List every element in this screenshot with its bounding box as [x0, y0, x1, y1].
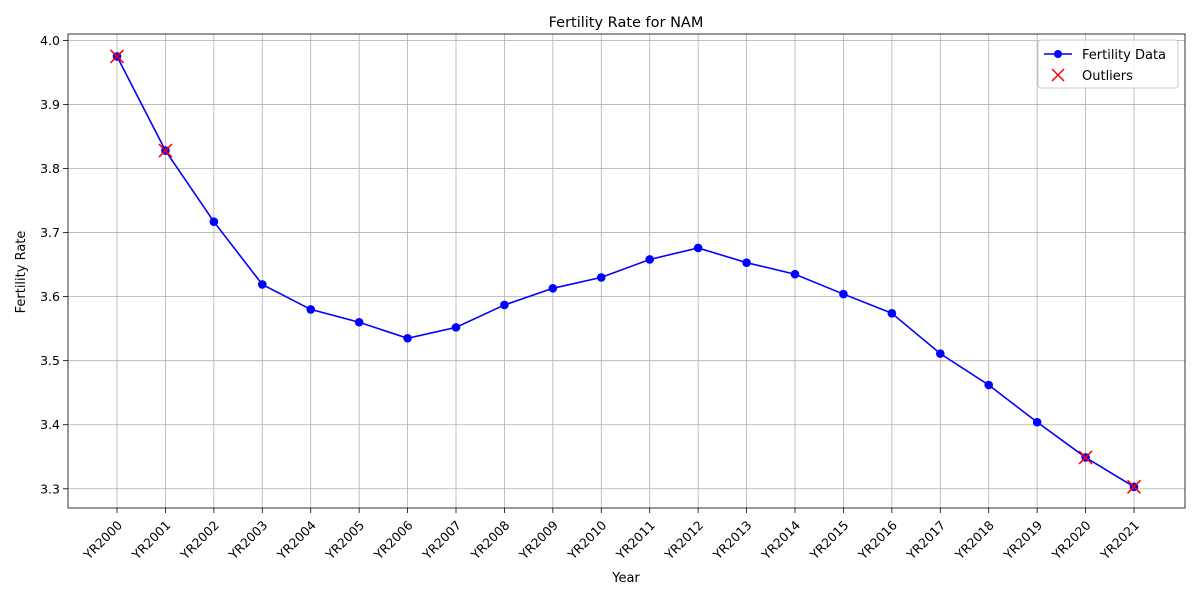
data-point	[306, 305, 316, 314]
y-tick-label: 3.8	[40, 161, 60, 176]
outlier-marker	[1126, 479, 1142, 494]
x-tick-label: YR2020	[1048, 517, 1093, 562]
x-tick-label: YR2007	[419, 518, 464, 563]
x-tick-label: YR2019	[1000, 517, 1045, 562]
y-tick-label: 3.7	[40, 225, 60, 240]
legend-dot-marker	[1054, 50, 1062, 58]
y-tick-label: 3.5	[40, 353, 60, 368]
x-tick-label: YR2001	[128, 518, 173, 563]
data-point	[354, 317, 364, 327]
x-tick-label: YR2017	[903, 518, 948, 563]
legend: Fertility Data Outliers	[1037, 39, 1179, 89]
plot-frame	[67, 33, 1186, 509]
data-point	[403, 333, 412, 343]
x-tick-label: YR2005	[322, 518, 367, 563]
data-point	[839, 289, 848, 299]
y-tick-label: 4.0	[40, 33, 60, 48]
data-point	[500, 300, 509, 310]
outlier-marker	[109, 49, 125, 64]
data-point	[209, 217, 219, 226]
data-point	[451, 323, 461, 332]
grid	[68, 34, 1185, 508]
x-tick-label: YR2000	[80, 517, 125, 562]
x-tick-label: YR2013	[709, 518, 754, 563]
series-layer	[112, 52, 1139, 492]
x-tick-label: YR2006	[370, 517, 415, 562]
data-point	[548, 283, 558, 293]
x-tick-label: YR2016	[855, 517, 900, 562]
data-point	[596, 273, 606, 282]
legend-label-fertility: Fertility Data	[1082, 48, 1166, 63]
x-tick-label: YR2011	[612, 518, 657, 563]
y-tick-label: 3.3	[40, 481, 60, 496]
x-tick-label: YR2003	[225, 518, 270, 563]
x-tick-label: YR2008	[467, 517, 512, 562]
data-point	[984, 380, 994, 390]
x-tick-label: YR2014	[758, 517, 803, 562]
data-point	[935, 349, 945, 358]
legend-label-outliers: Outliers	[1082, 69, 1133, 84]
x-tick-label: YR2009	[516, 517, 561, 562]
data-point	[742, 258, 751, 267]
data-point	[257, 280, 267, 289]
axes: YR2000 YR2001 YR2002 YR2003 YR2004 YR2005 YR20…	[40, 33, 1186, 563]
data-point	[1032, 417, 1042, 427]
y-tick-label: 3.6	[40, 289, 60, 304]
y-axis-label: Fertility Rate	[14, 231, 29, 314]
x-tick-label: YR2018	[951, 517, 996, 562]
outlier-layer	[109, 49, 1142, 494]
y-tick-label: 3.9	[40, 97, 60, 112]
outlier-marker	[158, 143, 173, 158]
chart-title: Fertility Rate for NAM	[549, 15, 704, 31]
data-point	[693, 243, 703, 253]
x-tick-label: YR2010	[564, 517, 609, 562]
x-tick-label: YR2012	[661, 518, 706, 563]
x-tick-label: YR2004	[273, 517, 318, 562]
x-tick-label: YR2002	[177, 518, 222, 563]
y-tick-label: 3.4	[40, 417, 60, 432]
legend-box	[1037, 39, 1179, 89]
x-tick-label: YR2021	[1097, 518, 1142, 563]
data-point	[887, 308, 897, 318]
data-point	[790, 269, 800, 279]
outlier-marker	[1078, 450, 1093, 465]
data-point	[645, 255, 655, 264]
legend-x-marker	[1051, 68, 1065, 82]
x-tick-label: YR2015	[806, 518, 851, 563]
series-line-fertility	[116, 56, 1135, 488]
x-axis-label: Year	[611, 571, 640, 586]
